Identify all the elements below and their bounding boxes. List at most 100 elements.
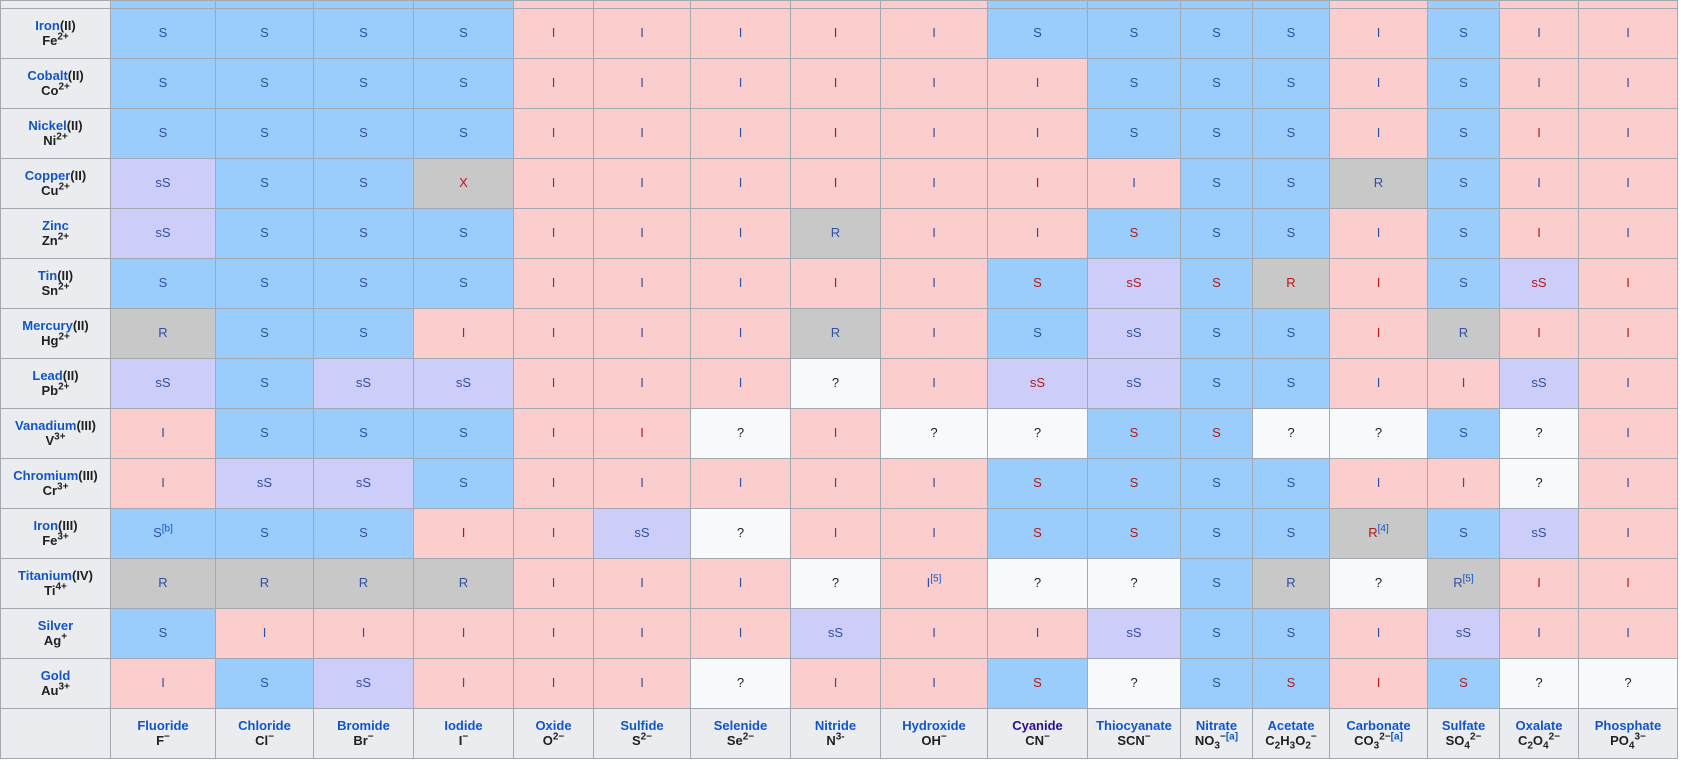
table-row: Zinc Zn2+ sS S S S I I I R I I S S S I S I I: [0, 208, 1678, 259]
cation-oxidation-state: (II): [66, 117, 83, 133]
solubility-code: I: [932, 625, 936, 641]
anion-link[interactable]: Nitride: [814, 717, 857, 733]
cation-oxidation-state: (III): [76, 417, 96, 433]
solubility-code: S: [459, 25, 468, 41]
formula-part: 3+: [57, 481, 69, 493]
anion-link[interactable]: Sulfate: [1441, 717, 1486, 733]
anion-link[interactable]: Selenide: [713, 717, 768, 733]
anion-formula: C2H3O2−: [1254, 732, 1329, 751]
footnote-link[interactable]: [5]: [930, 573, 942, 585]
cation-link[interactable]: Iron: [33, 517, 59, 533]
cation-link[interactable]: Gold: [40, 667, 71, 683]
solubility-cell: R: [790, 308, 881, 359]
footnote-link[interactable]: [4]: [1377, 523, 1389, 535]
cation-link[interactable]: Vanadium: [15, 417, 77, 433]
solubility-code: I: [640, 625, 644, 641]
solubility-cell: I: [690, 608, 791, 659]
solubility-cell: S: [215, 58, 314, 109]
anion-link[interactable]: Bromide: [337, 717, 390, 733]
cation-link[interactable]: Zinc: [42, 217, 69, 233]
formula-part: −: [1043, 731, 1050, 743]
anion-link[interactable]: Chloride: [238, 717, 291, 733]
anion-link[interactable]: Phosphate: [1594, 717, 1662, 733]
anion-link[interactable]: Iodide: [444, 717, 483, 733]
formula-part: 2−: [1379, 731, 1391, 743]
footnote-link[interactable]: [b]: [161, 523, 173, 535]
solubility-cell: S: [1427, 258, 1500, 309]
solubility-cell: I: [593, 558, 691, 609]
cation-link[interactable]: Iron: [35, 17, 60, 33]
solubility-cell: I[5]: [880, 558, 988, 609]
solubility-cell: I: [513, 208, 594, 259]
solubility-cell: S: [413, 408, 514, 459]
solubility-cell: ?: [790, 558, 881, 609]
anion-name: Iodide: [415, 717, 513, 734]
cation-name: Silver: [2, 617, 110, 634]
cation-link[interactable]: Silver: [37, 617, 74, 633]
solubility-code: S: [359, 125, 368, 141]
anion-link[interactable]: Hydroxide: [902, 717, 966, 733]
cation-name: Tin(II): [2, 267, 110, 284]
cation-link[interactable]: Mercury: [22, 317, 73, 333]
formula-part: Pb: [41, 382, 59, 398]
solubility-cell: ?: [1499, 408, 1579, 459]
solubility-code: I: [461, 625, 466, 641]
solubility-cell: I: [513, 308, 594, 359]
formula-part: Se: [726, 732, 743, 748]
cation-name: Zinc: [2, 217, 110, 234]
cation-link[interactable]: Chromium: [13, 467, 79, 483]
cation-link[interactable]: Cobalt: [27, 67, 68, 83]
formula-part: C: [1517, 732, 1528, 748]
anion-header-cell: Oxalate C2O42−: [1499, 708, 1579, 759]
solubility-code: S: [1459, 75, 1468, 91]
cation-link[interactable]: Copper: [24, 167, 71, 183]
solubility-code: I: [1376, 225, 1381, 241]
solubility-cell: I: [880, 458, 988, 509]
anion-formula: N3-: [792, 732, 880, 749]
cation-link[interactable]: Lead: [32, 367, 63, 383]
cation-label-cell: Vanadium(III) V3+: [0, 408, 111, 459]
solubility-cell: S: [1427, 158, 1500, 209]
solubility-code: R: [1368, 525, 1378, 541]
formula-part: 2+: [58, 81, 70, 93]
solubility-code: R: [1458, 325, 1469, 341]
solubility-code: I: [161, 675, 165, 691]
anion-link[interactable]: Cyanide: [1012, 717, 1063, 733]
cation-oxidation-state: (II): [70, 167, 87, 183]
solubility-cell: S: [413, 208, 514, 259]
solubility-cell: I: [790, 658, 881, 709]
footnote-link[interactable]: [a]: [1390, 731, 1403, 743]
solubility-code: S: [1033, 525, 1042, 541]
anion-link[interactable]: Fluoride: [137, 717, 189, 733]
footnote-link[interactable]: [5]: [1462, 573, 1474, 585]
solubility-code: S: [1129, 425, 1139, 441]
formula-part: −: [367, 731, 374, 743]
solubility-cell: S: [215, 108, 314, 159]
anion-link[interactable]: Oxalate: [1515, 717, 1563, 733]
footnote-link[interactable]: [a]: [1225, 731, 1239, 743]
solubility-cell: S: [1252, 608, 1330, 659]
solubility-cell: I: [690, 358, 791, 409]
solubility-cell: S: [1252, 508, 1330, 559]
solubility-code: S: [260, 375, 269, 391]
solubility-code: ?: [1624, 675, 1632, 691]
solubility-code: S: [1212, 325, 1221, 341]
solubility-code: sS: [1531, 375, 1547, 391]
solubility-cell: sS: [1087, 308, 1181, 359]
anion-link[interactable]: Acetate: [1267, 717, 1315, 733]
formula-part: SO: [1445, 732, 1465, 748]
anion-link[interactable]: Oxide: [535, 717, 572, 733]
solubility-cell: ?: [690, 658, 791, 709]
anion-link[interactable]: Nitrate: [1195, 717, 1238, 733]
cation-link[interactable]: Tin: [37, 267, 58, 283]
solubility-cell: sS: [313, 658, 414, 709]
cation-link[interactable]: Titanium: [18, 567, 72, 583]
table-row: Copper(II) Cu2+ sS S S X I I I I I I I S S R S I I: [0, 158, 1678, 209]
solubility-cell: I: [513, 8, 594, 59]
anion-link[interactable]: Thiocyanate: [1096, 717, 1172, 733]
anion-link[interactable]: Carbonate: [1346, 717, 1411, 733]
cation-link[interactable]: Nickel: [28, 117, 67, 133]
solubility-code: sS: [1126, 275, 1142, 291]
anion-link[interactable]: Sulfide: [620, 717, 664, 733]
solubility-cell: S: [215, 258, 314, 309]
